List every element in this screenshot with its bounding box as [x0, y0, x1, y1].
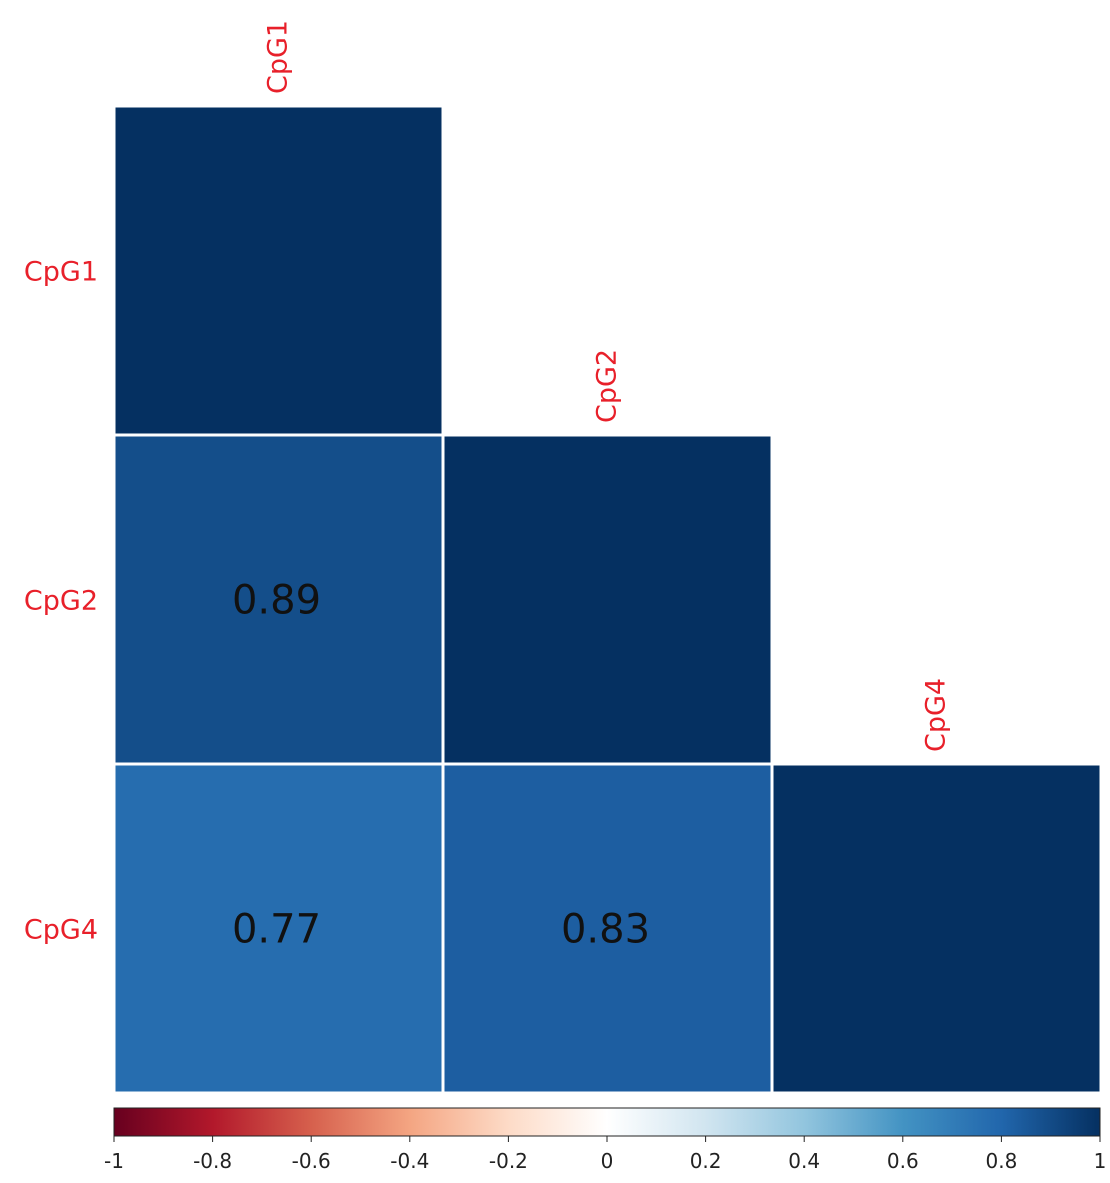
colorbar-tick-label: -0.6: [292, 1149, 331, 1173]
column-label-CpG4: CpG4: [921, 678, 952, 752]
cell-value-label: 0.83: [561, 907, 650, 953]
colorbar-gradient: [113, 1107, 1101, 1137]
column-labels: CpG1 CpG2 CpG4: [263, 20, 952, 752]
colorbar: [113, 1107, 1101, 1137]
colorbar-tick-label: -0.4: [390, 1149, 429, 1173]
row-label-CpG1: CpG1: [24, 257, 98, 288]
heatmap-cells: 0.89 0.77 0.83: [112, 104, 1103, 1095]
heatmap-cell-CpG1-CpG1: [112, 104, 445, 437]
row-labels: CpG1 CpG2 CpG4: [24, 257, 98, 946]
colorbar-ticks: -1 -0.8 -0.6 -0.4 -0.2 0 0.2 0.4 0.6 0.8 1: [104, 1136, 1106, 1173]
colorbar-tick-label: 0: [601, 1149, 614, 1173]
heatmap-cell-CpG2-CpG1: [112, 433, 445, 766]
colorbar-tick-label: 1: [1094, 1149, 1107, 1173]
row-label-CpG4: CpG4: [24, 915, 98, 946]
heatmap-cell-CpG4-CpG4: [770, 762, 1103, 1095]
column-label-CpG1: CpG1: [263, 20, 294, 94]
colorbar-tick-label: 0.2: [690, 1149, 722, 1173]
colorbar-tick-label: -0.8: [193, 1149, 232, 1173]
colorbar-tick-label: -1: [104, 1149, 124, 1173]
heatmap-cell-CpG2-CpG2: [441, 433, 774, 766]
cell-value-label: 0.77: [232, 907, 321, 953]
row-label-CpG2: CpG2: [24, 586, 98, 617]
colorbar-tick-label: 0.8: [985, 1149, 1017, 1173]
colorbar-tick-label: 0.4: [788, 1149, 820, 1173]
heatmap-cell-CpG4-CpG2: [441, 762, 774, 1095]
colorbar-tick-label: -0.2: [489, 1149, 528, 1173]
cell-value-label: 0.89: [232, 578, 321, 624]
colorbar-tick-label: 0.6: [887, 1149, 919, 1173]
column-label-CpG2: CpG2: [592, 349, 623, 423]
heatmap-cell-CpG4-CpG1: [112, 762, 445, 1095]
